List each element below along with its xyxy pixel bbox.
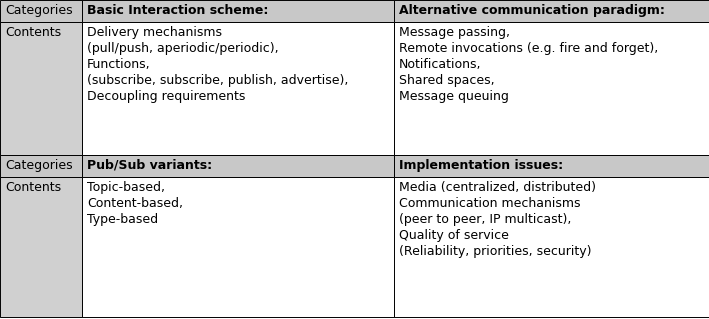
Bar <box>394 177 709 317</box>
Text: Contents: Contents <box>5 26 61 39</box>
Bar <box>82 22 394 155</box>
Text: Categories: Categories <box>5 159 72 172</box>
Text: Topic-based,
Content-based,
Type-based: Topic-based, Content-based, Type-based <box>87 181 183 226</box>
Bar <box>82 177 394 317</box>
Text: Implementation issues:: Implementation issues: <box>399 159 563 172</box>
Bar <box>0 155 82 177</box>
Bar <box>394 155 709 177</box>
Text: Media (centralized, distributed)
Communication mechanisms
(peer to peer, IP mult: Media (centralized, distributed) Communi… <box>399 181 596 258</box>
Text: Message passing,
Remote invocations (e.g. fire and forget),
Notifications,
Share: Message passing, Remote invocations (e.g… <box>399 26 658 103</box>
Bar <box>82 0 394 22</box>
Text: Alternative communication paradigm:: Alternative communication paradigm: <box>399 4 665 17</box>
Bar <box>394 0 709 22</box>
Bar <box>394 22 709 155</box>
Text: Delivery mechanisms
(pull/push, aperiodic/periodic),
Functions,
(subscribe, subs: Delivery mechanisms (pull/push, aperiodi… <box>87 26 348 103</box>
Bar <box>0 177 82 317</box>
Text: Pub/Sub variants:: Pub/Sub variants: <box>87 159 212 172</box>
Text: Categories: Categories <box>5 4 72 17</box>
Bar <box>0 0 82 22</box>
Bar <box>82 155 394 177</box>
Text: Contents: Contents <box>5 181 61 194</box>
Text: Basic Interaction scheme:: Basic Interaction scheme: <box>87 4 269 17</box>
Bar <box>0 22 82 155</box>
